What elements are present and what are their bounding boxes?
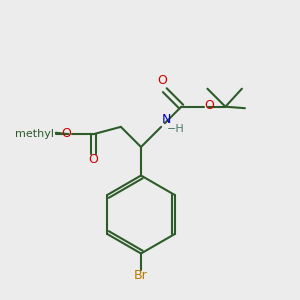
Text: O: O [204, 99, 214, 112]
Text: methyl: methyl [15, 129, 54, 139]
Text: −H: −H [167, 124, 185, 134]
Text: O: O [61, 127, 71, 140]
Text: O: O [88, 153, 98, 166]
Text: N: N [161, 113, 171, 126]
Text: Br: Br [134, 269, 148, 282]
Text: O: O [158, 74, 167, 87]
